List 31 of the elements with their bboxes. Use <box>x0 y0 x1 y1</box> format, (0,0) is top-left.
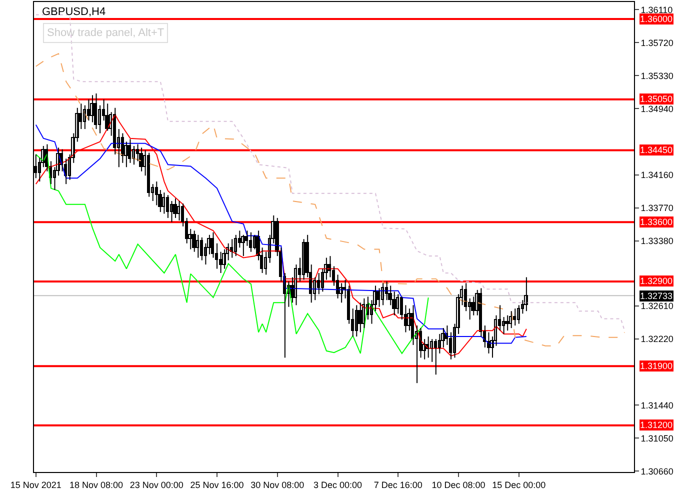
y-tick-label: 1.34160 <box>640 170 674 180</box>
line-series <box>35 53 626 346</box>
y-tick-label: 1.35330 <box>640 70 674 81</box>
ref-line-label: 1.31900 <box>640 361 673 371</box>
y-tick-label: 1.32220 <box>640 334 674 344</box>
y-tick-label: 1.33770 <box>640 202 674 213</box>
ref-line-label: 1.31200 <box>640 420 673 430</box>
y-tick-label: 1.33380 <box>640 236 674 246</box>
y-tick-label: 1.30660 <box>640 466 674 476</box>
ref-line-label: 1.32733 <box>640 291 673 301</box>
x-tick-label: 15 Nov 2021 <box>10 480 62 490</box>
ref-line-label: 1.35050 <box>640 94 673 104</box>
x-tick-label: 23 Nov 00:00 <box>130 480 184 490</box>
x-tick-label: 10 Dec 08:00 <box>432 480 486 490</box>
y-tick-label: 1.31440 <box>640 400 674 410</box>
y-tick-label: 1.36110 <box>640 4 673 15</box>
x-tick-label: 7 Dec 16:00 <box>374 480 422 490</box>
x-tick-label: 30 Nov 08:00 <box>250 480 304 490</box>
y-tick-label: 1.35720 <box>640 38 674 48</box>
ref-line-label: 1.33600 <box>640 217 673 227</box>
chart-title: GBPUSD,H4 <box>42 6 106 18</box>
x-tick-label: 3 Dec 00:00 <box>313 480 362 490</box>
x-tick-label: 18 Nov 08:00 <box>69 480 124 490</box>
x-tick-label: 15 Dec 00:00 <box>492 480 546 490</box>
ref-line-label: 1.36000 <box>640 14 673 24</box>
x-tick-label: 25 Nov 16:00 <box>190 480 244 490</box>
y-tick-label: 1.34940 <box>640 104 674 114</box>
ref-line-label: 1.34450 <box>640 145 673 155</box>
y-tick-label: 1.32610 <box>640 301 674 312</box>
y-tick-label: 1.31050 <box>640 433 674 444</box>
ref-line-label: 1.32900 <box>640 276 673 286</box>
